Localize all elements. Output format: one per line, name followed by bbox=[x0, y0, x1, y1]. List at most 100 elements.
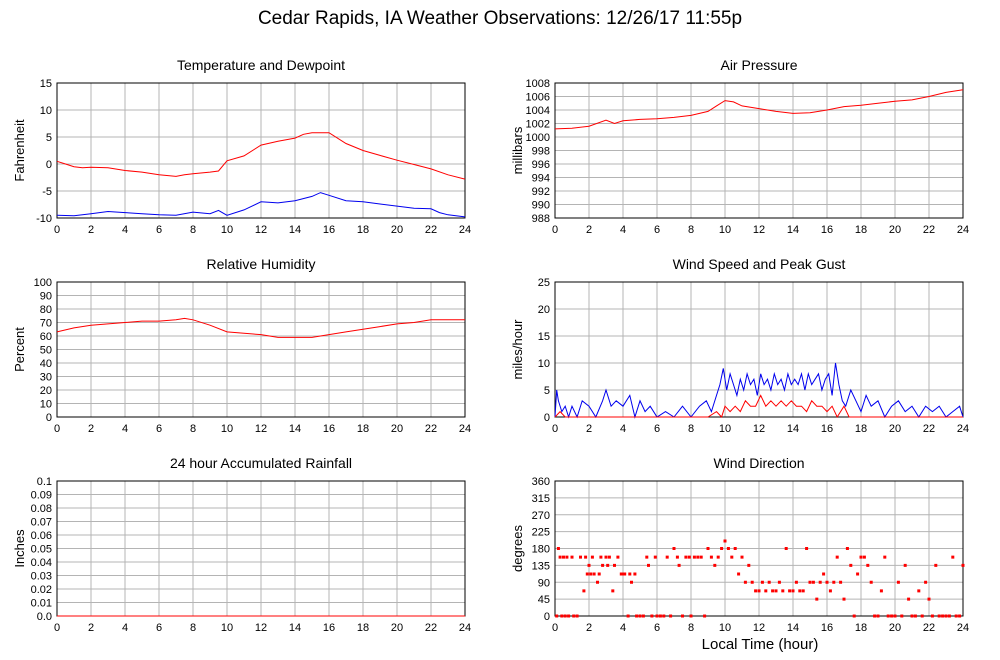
dir-xtick-label: 16 bbox=[821, 622, 833, 634]
rh-xtick-label: 18 bbox=[357, 423, 369, 435]
dir-xtick-label: 20 bbox=[889, 622, 901, 634]
dir-point bbox=[687, 555, 691, 559]
dir-point bbox=[801, 589, 805, 593]
temp-xtick-label: 14 bbox=[289, 224, 301, 236]
dir-point bbox=[856, 572, 860, 576]
dir-point bbox=[655, 614, 659, 618]
dir-point bbox=[903, 563, 907, 567]
pressure-xtick-label: 20 bbox=[889, 224, 901, 236]
dir-point bbox=[713, 563, 717, 567]
dir-ytick-label: 90 bbox=[538, 577, 550, 589]
bottom-x-axis-label: Local Time (hour) bbox=[701, 636, 819, 653]
dir-point bbox=[900, 614, 904, 618]
dir-point bbox=[876, 614, 880, 618]
dir-point bbox=[703, 614, 707, 618]
rain-ytick-label: 0.04 bbox=[31, 557, 52, 569]
temp-series-line-red bbox=[56, 132, 466, 180]
dir-point bbox=[699, 555, 703, 559]
rh-ytick-label: 10 bbox=[40, 399, 52, 411]
dir-point bbox=[604, 555, 608, 559]
rh-ytick-label: 90 bbox=[40, 291, 52, 303]
dir-point bbox=[726, 547, 730, 550]
rain-ytick-label: 0.08 bbox=[31, 503, 52, 515]
dir-point bbox=[910, 614, 914, 618]
rh-ytick-label: 0 bbox=[46, 412, 52, 424]
dir-point bbox=[845, 547, 849, 550]
rain-ylabel: Inches bbox=[12, 529, 27, 568]
dir-title: Wind Direction bbox=[713, 455, 804, 471]
rh-xtick-label: 2 bbox=[88, 423, 94, 435]
rh-xtick-label: 10 bbox=[221, 423, 233, 435]
dir-ytick-label: 315 bbox=[532, 493, 550, 505]
dir-xtick-label: 10 bbox=[719, 622, 731, 634]
rain-ytick-label: 0.09 bbox=[31, 490, 52, 502]
dir-ytick-label: 0 bbox=[544, 611, 550, 623]
dir-point bbox=[633, 572, 637, 576]
pressure-xtick-label: 10 bbox=[719, 224, 731, 236]
rain-xtick-label: 22 bbox=[425, 622, 437, 634]
temp-ytick-label: -10 bbox=[36, 213, 52, 225]
dir-ytick-label: 135 bbox=[532, 560, 550, 572]
dir-point bbox=[862, 555, 866, 559]
dir-point bbox=[893, 614, 897, 618]
temp-ytick-label: 10 bbox=[40, 105, 52, 117]
dir-point bbox=[567, 614, 571, 618]
dir-point bbox=[662, 614, 666, 618]
dir-point bbox=[873, 614, 877, 618]
temp-ytick-label: 5 bbox=[46, 132, 52, 144]
pressure-xtick-label: 8 bbox=[688, 224, 694, 236]
dir-point bbox=[733, 547, 737, 550]
wind-xtick-label: 4 bbox=[620, 423, 626, 435]
pressure-xtick-label: 18 bbox=[855, 224, 867, 236]
rh-xtick-label: 6 bbox=[156, 423, 162, 435]
dir-point bbox=[954, 614, 958, 618]
dir-point bbox=[869, 580, 873, 584]
dir-point bbox=[794, 580, 798, 584]
dir-point bbox=[879, 589, 883, 593]
dir-point bbox=[951, 555, 955, 559]
dir-point bbox=[696, 555, 700, 559]
dir-point bbox=[937, 614, 941, 618]
rh-series-line-red bbox=[56, 317, 465, 338]
dir-point bbox=[743, 580, 747, 584]
wind-plot-frame bbox=[554, 281, 964, 418]
dir-point bbox=[859, 555, 863, 559]
dir-point bbox=[825, 580, 829, 584]
wind-xtick-label: 10 bbox=[719, 423, 731, 435]
temp-xtick-label: 18 bbox=[357, 224, 369, 236]
dir-point bbox=[677, 563, 681, 567]
temp-xtick-label: 10 bbox=[221, 224, 233, 236]
dir-point bbox=[623, 572, 627, 576]
dir-point bbox=[818, 580, 822, 584]
temp-xtick-label: 2 bbox=[88, 224, 94, 236]
dir-point bbox=[924, 580, 928, 584]
wind-xtick-label: 0 bbox=[552, 423, 558, 435]
dir-point bbox=[555, 614, 559, 618]
rain-ytick-label: 0.03 bbox=[31, 571, 52, 583]
dir-point bbox=[852, 614, 856, 618]
dir-point bbox=[611, 589, 615, 593]
wind-xtick-label: 6 bbox=[654, 423, 660, 435]
pressure-xtick-label: 12 bbox=[753, 224, 765, 236]
dir-point bbox=[681, 614, 684, 618]
rain-ytick-label: 0.1 bbox=[37, 476, 52, 488]
dir-ytick-label: 270 bbox=[532, 510, 550, 522]
dir-point bbox=[709, 555, 713, 559]
rh-xtick-label: 0 bbox=[54, 423, 60, 435]
dir-point bbox=[930, 614, 934, 618]
dir-point bbox=[764, 589, 768, 593]
dir-point bbox=[556, 547, 560, 550]
rh-xtick-label: 20 bbox=[391, 423, 403, 435]
dir-point bbox=[947, 614, 951, 618]
wind-ytick-label: 0 bbox=[544, 412, 550, 424]
dir-point bbox=[684, 555, 688, 559]
dir-point bbox=[585, 572, 589, 576]
wind-xtick-label: 24 bbox=[957, 423, 969, 435]
dir-point bbox=[597, 572, 601, 576]
dir-point bbox=[558, 555, 562, 559]
temp-ytick-label: -5 bbox=[42, 186, 52, 198]
pressure-xtick-label: 2 bbox=[586, 224, 592, 236]
rain-xtick-label: 4 bbox=[122, 622, 128, 634]
dir-point bbox=[866, 563, 870, 567]
